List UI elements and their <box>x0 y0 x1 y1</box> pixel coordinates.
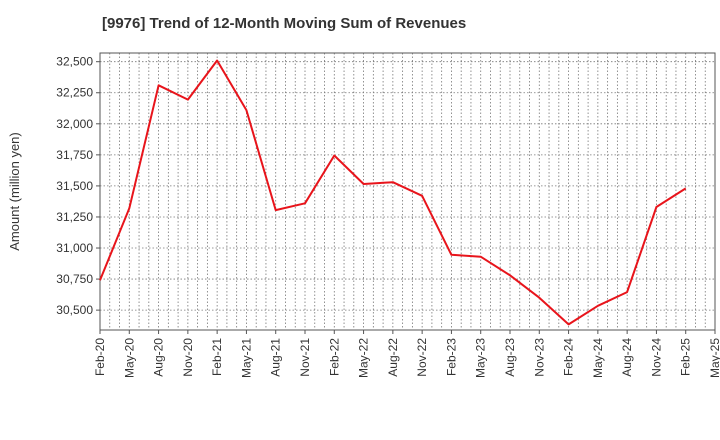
x-tick-label: May-23 <box>474 338 488 378</box>
x-tick-label: Aug-24 <box>620 338 634 377</box>
y-tick-label: 32,250 <box>56 86 93 100</box>
x-tick-label: Nov-21 <box>298 338 312 377</box>
series-layer <box>99 59 687 326</box>
y-tick-label: 30,500 <box>56 303 93 317</box>
x-tick-label: May-25 <box>708 338 720 378</box>
y-tick-label: 30,750 <box>56 272 93 286</box>
plot-area <box>99 52 716 331</box>
x-tick-label: Aug-23 <box>503 338 517 377</box>
x-tick-label: Nov-23 <box>532 338 546 377</box>
x-tick-label: Feb-25 <box>679 338 693 376</box>
x-tick-label: Feb-24 <box>562 338 576 376</box>
y-tick-label: 32,500 <box>56 55 93 69</box>
y-tick-label: 31,000 <box>56 241 93 255</box>
y-tick-label: 31,750 <box>56 148 93 162</box>
x-tick-label: Nov-24 <box>649 338 663 377</box>
x-tick-label: Feb-21 <box>210 338 224 376</box>
x-axis-ticks: Feb-20 May-20 Aug-20 Nov-20 Feb-21 May-21 Aug-… <box>93 330 720 378</box>
y-tick-label: 31,250 <box>56 210 93 224</box>
chart-title: [9976] Trend of 12-Month Moving Sum of R… <box>102 15 467 32</box>
y-axis-label: Amount (million yen) <box>7 132 22 251</box>
x-tick-label: May-24 <box>591 338 605 378</box>
x-tick-label: May-21 <box>239 338 253 378</box>
x-tick-label: Feb-23 <box>444 338 458 376</box>
x-tick-label: Nov-22 <box>415 338 429 377</box>
x-tick-label: Aug-21 <box>269 338 283 377</box>
x-tick-label: Feb-22 <box>327 338 341 376</box>
x-tick-label: Aug-20 <box>152 338 166 377</box>
x-tick-label: Feb-20 <box>93 338 107 376</box>
series-line <box>99 59 687 326</box>
x-tick-label: Aug-22 <box>386 338 400 377</box>
y-tick-label: 31,500 <box>56 179 93 193</box>
gridlines <box>100 53 715 330</box>
x-tick-label: Nov-20 <box>181 338 195 377</box>
y-tick-label: 32,000 <box>56 117 93 131</box>
y-axis-ticks: 30,500 30,750 31,000 31,250 31,500 31,750 32,0… <box>56 55 100 317</box>
x-tick-label: May-22 <box>357 338 371 378</box>
x-tick-label: May-20 <box>122 338 136 378</box>
